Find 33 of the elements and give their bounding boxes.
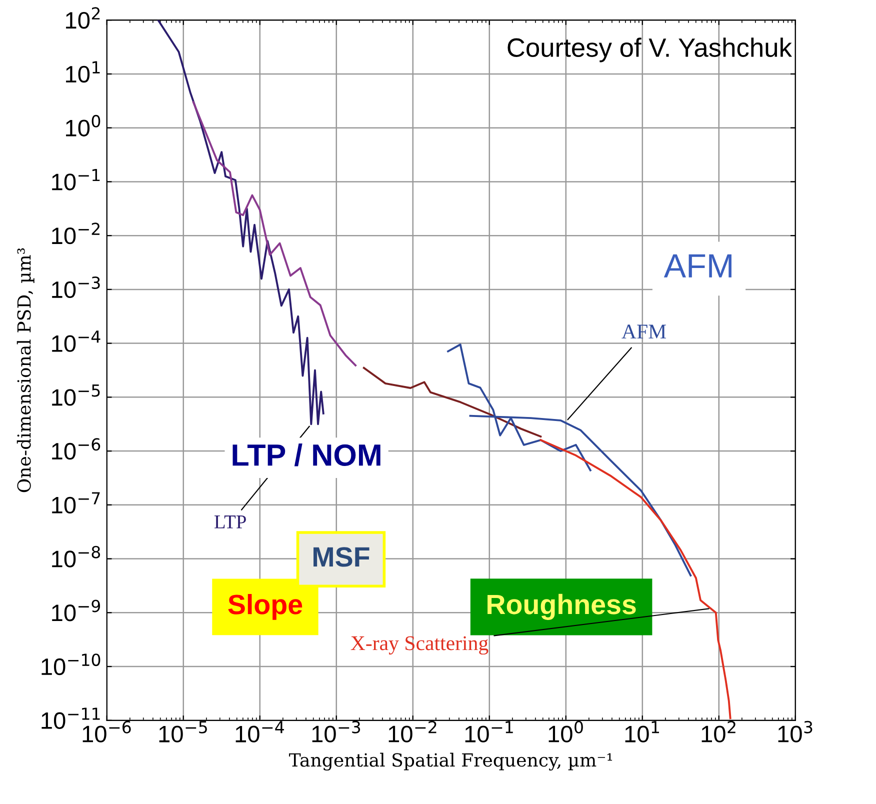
annotation: MSF xyxy=(314,547,370,567)
x-tick-label: 10$^{−2}$ xyxy=(388,720,436,742)
y-tick-label: 10$^{−4}$ xyxy=(52,330,100,352)
y-tick-label: 10$^{−8}$ xyxy=(52,546,100,568)
y-tick-label: 10$^{−2}$ xyxy=(52,222,100,244)
annotation: LTP / NOM xyxy=(232,444,380,466)
annotation: AFM xyxy=(622,324,666,338)
y-tick-label: 10$^{2}$ xyxy=(66,7,100,29)
y-tick-label: 10$^{0}$ xyxy=(66,114,100,136)
y-axis-title: One-dimensional PSD, µm³ xyxy=(16,248,34,492)
y-tick-label: 10$^{−7}$ xyxy=(52,492,100,514)
x-tick-label: 10$^{0}$ xyxy=(548,720,583,742)
y-tick-label: 10$^{−6}$ xyxy=(52,438,100,460)
x-tick-label: 10$^{1}$ xyxy=(625,721,659,742)
x-tick-label: 10$^{3}$ xyxy=(778,720,812,742)
x-tick-label: 10$^{2}$ xyxy=(702,720,736,742)
annotation: Slope xyxy=(228,594,302,620)
annotation: Courtesy of V. Yashchuk xyxy=(508,38,792,62)
x-tick-label: 10$^{−5}$ xyxy=(159,721,207,742)
x-tick-label: 10$^{−4}$ xyxy=(236,721,284,742)
y-tick-label: 10$^{−5}$ xyxy=(52,384,100,406)
y-tick-label: 10$^{−1}$ xyxy=(52,169,100,190)
x-tick-label: 10$^{−1}$ xyxy=(465,721,513,742)
x-tick-label: 10$^{−3}$ xyxy=(312,720,360,742)
x-axis-title: Tangential Spatial Frequency, µm⁻¹ xyxy=(289,752,612,771)
annotation: AFM xyxy=(664,254,732,278)
annotation: X-ray Scattering xyxy=(350,636,488,655)
y-tick-label: 10$^{−10}$ xyxy=(42,654,100,676)
annotation: Roughness xyxy=(488,594,636,620)
y-tick-label: 10$^{1}$ xyxy=(66,61,100,83)
y-tick-label: 10$^{−9}$ xyxy=(52,600,100,622)
y-tick-label: 10$^{−3}$ xyxy=(52,276,100,298)
annotation: LTP xyxy=(214,516,246,528)
